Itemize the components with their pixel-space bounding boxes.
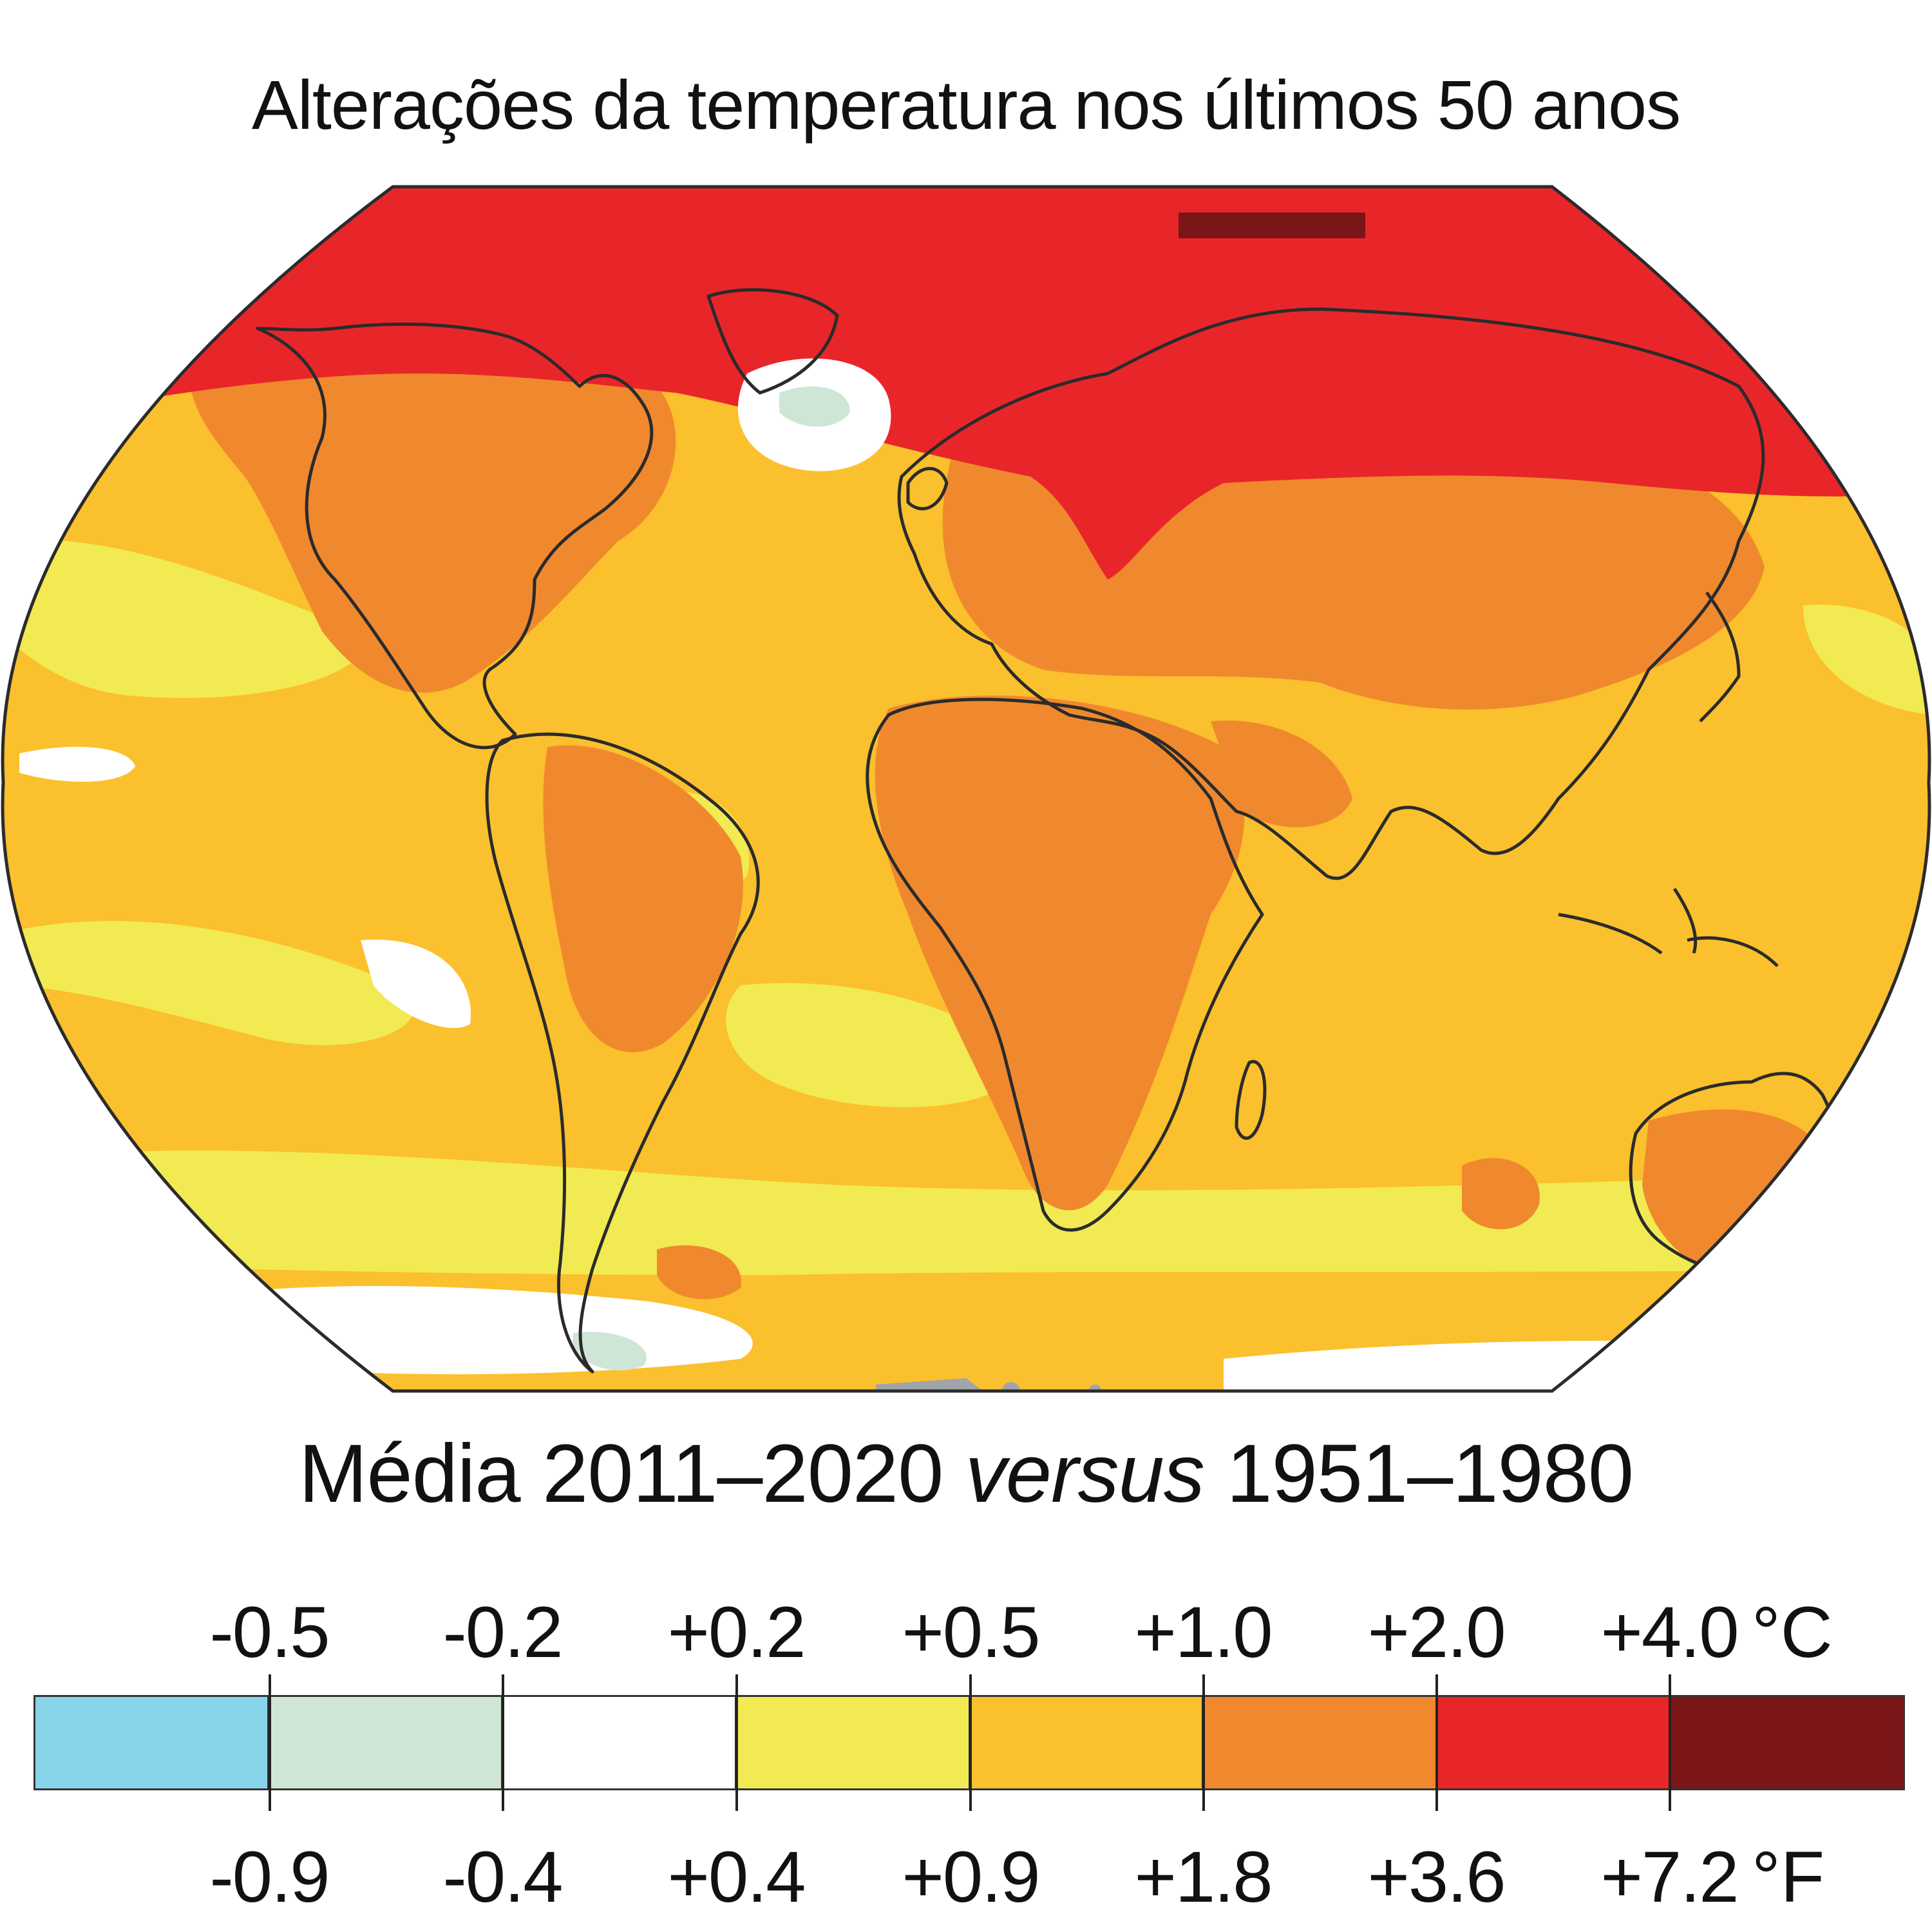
orange-arabia [1211, 720, 1352, 828]
orange-north-america [190, 346, 676, 693]
yellow-band-north-pacific [3, 539, 365, 698]
legend-celsius-tick: +2.0 [1367, 1592, 1506, 1672]
legend-fahrenheit-tick: +7.2 [1600, 1837, 1739, 1917]
palegreen-drake [573, 1332, 647, 1371]
white-south-pacific-patch [361, 940, 471, 1028]
gray-no-data-dot [1002, 1382, 1020, 1391]
legend-celsius-tick: -0.2 [442, 1592, 564, 1672]
coastline-north-america [256, 322, 654, 750]
legend-fahrenheit-tick: -0.9 [209, 1837, 330, 1917]
legend-fahrenheit-unit: °F [1752, 1837, 1825, 1917]
coastline-greenland [706, 288, 839, 395]
legend-fahrenheit-tick: +0.9 [902, 1837, 1040, 1917]
subtitle-italic: versus [965, 1428, 1205, 1520]
orange-south-pacific-patch [97, 1233, 152, 1280]
gray-no-data-dot [1088, 1385, 1101, 1391]
legend-celsius-tick: +1.0 [1134, 1592, 1273, 1672]
white-antarctic-coast [1043, 1393, 1610, 1404]
subtitle-prefix: Média 2011–2020 [298, 1428, 965, 1520]
red-arctic-band [3, 187, 1929, 580]
coastline-new-zealand [1873, 1273, 1900, 1334]
legend-fahrenheit-tick: +3.6 [1367, 1837, 1506, 1917]
gray-no-data-dot [1061, 1396, 1077, 1404]
legend-celsius-tick: +4.0 [1600, 1592, 1739, 1672]
coastline-outlines [256, 288, 1900, 1374]
gray-no-data-weddell [876, 1378, 992, 1391]
legend-celsius-tick: +0.5 [902, 1592, 1040, 1672]
legend-tick-mark [1202, 1674, 1205, 1811]
legend-tick-mark [502, 1674, 504, 1811]
white-pacific-patch [19, 746, 135, 782]
orange-south-america [543, 745, 743, 1052]
legend-tick-mark [969, 1674, 972, 1811]
legend-swatch [1204, 1697, 1438, 1788]
coastline-uk [906, 467, 949, 511]
coastline-africa [866, 697, 1264, 1232]
world-map-svg [1, 185, 1931, 1404]
legend-swatch [35, 1697, 269, 1788]
yellow-band-east-pacific-right [1803, 604, 1929, 715]
color-legend: -0.5 -0.2 +0.2 +0.5 +1.0 +2.0 +4.0 °C -0… [0, 1558, 1932, 1932]
orange-north-atlantic [438, 407, 544, 504]
legend-swatch [502, 1697, 737, 1788]
yellow-band-southern-ocean [3, 1150, 1929, 1275]
orange-indian-ocean-patch [1462, 1158, 1540, 1229]
globe-border [1, 185, 1931, 1393]
legend-swatch [1671, 1697, 1903, 1788]
legend-celsius-tick: -0.5 [209, 1592, 330, 1672]
coastline-eurasia [897, 307, 1765, 880]
legend-tick-mark [1669, 1674, 1671, 1811]
legend-swatch [269, 1697, 503, 1788]
legend-fahrenheit-tick: +0.4 [667, 1837, 806, 1917]
legend-swatch [970, 1697, 1204, 1788]
yellow-band-atlantic-south [726, 983, 1018, 1108]
darkred-siberia-patch [1179, 213, 1365, 238]
coastline-madagascar [1235, 1060, 1267, 1140]
subtitle-suffix: 1951–1980 [1204, 1428, 1634, 1520]
page-title: Alterações da temperatura nos últimos 50… [251, 66, 1681, 144]
legend-tick-mark [269, 1674, 271, 1811]
palegreen-north-atlantic [779, 386, 850, 427]
temperature-map [0, 180, 1932, 1404]
coastline-indonesia [1558, 887, 1779, 967]
legend-tick-mark [735, 1674, 738, 1811]
legend-fahrenheit-tick: +1.8 [1134, 1837, 1273, 1917]
legend-celsius-unit: °C [1752, 1592, 1833, 1672]
legend-swatch [736, 1697, 971, 1788]
coastline-south-america [485, 732, 760, 1374]
orange-africa [875, 696, 1245, 1211]
legend-celsius-tick: +0.2 [667, 1592, 806, 1672]
legend-swatch [1437, 1697, 1672, 1788]
yellow-band-east-pacific [3, 921, 415, 1045]
map-fill-layers [3, 187, 1929, 1404]
period-subtitle: Média 2011–2020 versus 1951–1980 [0, 1426, 1932, 1521]
orange-south-atlantic-patch [657, 1245, 741, 1300]
legend-tick-mark [1435, 1674, 1438, 1811]
coastline-japan [1699, 591, 1741, 723]
legend-fahrenheit-tick: -0.4 [442, 1837, 564, 1917]
